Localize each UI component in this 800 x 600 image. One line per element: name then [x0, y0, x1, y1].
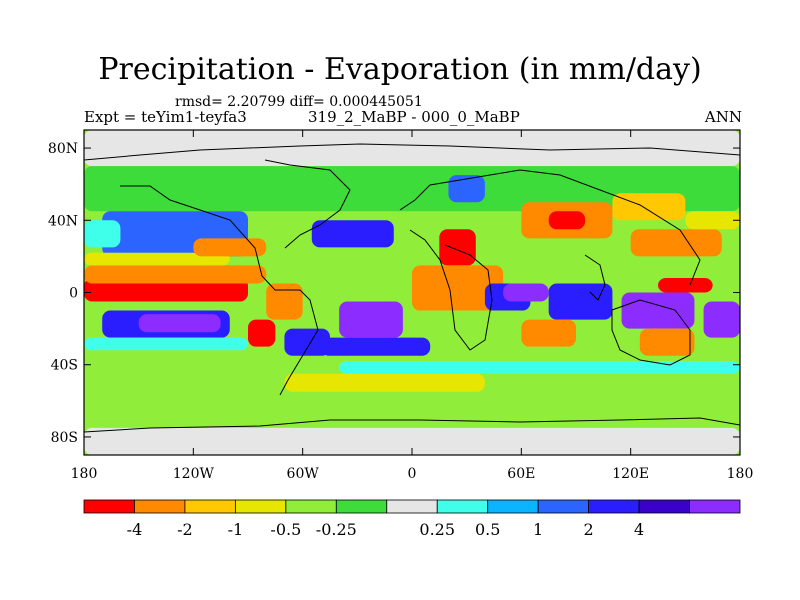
season-label: ANN: [704, 108, 742, 126]
y-tick-label: 80N: [48, 141, 78, 157]
region-east-pac-red: [84, 278, 248, 302]
region-asia-red: [548, 211, 586, 230]
colorbar-swatch: [588, 499, 640, 514]
region-north-band-green: [84, 166, 740, 212]
region-africa-red: [439, 229, 476, 266]
colorbar: -4 -2 -1 -0.5 -0.25 0.25 0.5 1 2 4: [83, 499, 741, 539]
region-south-pac-purple: [138, 314, 221, 333]
region-aus-orange: [639, 328, 695, 356]
colorbar-label: 0.5: [475, 520, 500, 539]
region-caribbean-orange: [193, 238, 267, 257]
region-seasia-blue: [448, 175, 485, 203]
region-samerica-red: [248, 319, 276, 347]
region-nw-pacific-yellow: [685, 211, 740, 230]
colorbar-swatch: [184, 499, 236, 514]
region-w-pac-purple: [703, 301, 740, 338]
colorbar-label: 0.25: [419, 520, 455, 539]
x-tick-label: 180: [71, 466, 98, 482]
region-africa-purple: [503, 283, 549, 302]
region-indian-blue: [548, 283, 613, 320]
x-tick-label: 120E: [612, 466, 649, 482]
region-atlantic-purple: [339, 301, 403, 338]
y-tick-label: 80S: [51, 430, 78, 446]
chart-title: Precipitation - Evaporation (in mm/day): [98, 52, 702, 87]
region-south-pac-cyan: [84, 337, 248, 351]
region-atlantic-blue: [320, 337, 431, 356]
region-indian-orange: [521, 319, 576, 347]
x-tick-label: 60E: [507, 466, 535, 482]
colorbar-label: -0.5: [270, 520, 301, 539]
region-samerica-blue: [284, 328, 330, 356]
region-samerica-orange: [266, 283, 303, 320]
region-north-pacific-cyan: [84, 220, 121, 248]
colorbar-label: -2: [177, 520, 193, 539]
colorbar-swatch: [487, 499, 539, 514]
region-polar-south: [84, 427, 740, 455]
region-nw-pacific-orange: [630, 229, 722, 257]
region-aus-purple: [621, 292, 695, 329]
region-w-pac-red: [658, 278, 713, 293]
x-tick-label: 0: [408, 466, 417, 482]
stats-text: rmsd= 2.20799 diff= 0.000445051: [175, 94, 423, 110]
colorbar-swatch: [335, 499, 388, 514]
region-south-band-cyan: [339, 361, 740, 374]
colorbar-swatch: [689, 499, 741, 514]
y-tick-label: 0: [69, 286, 78, 302]
period-label: 319_2_MaBP - 000_0_MaBP: [308, 108, 520, 126]
experiment-label: Expt = teYim1-teyfa3: [84, 108, 247, 126]
colorbar-swatch: [436, 499, 489, 514]
x-tick-label: 120W: [173, 466, 215, 482]
region-east-pac-yellow: [84, 252, 230, 266]
colorbar-label: -4: [127, 520, 143, 539]
colorbar-swatch: [537, 499, 590, 514]
y-tick-label: 40N: [48, 213, 78, 229]
region-africa-orange: [412, 265, 504, 311]
y-tick-label: 40S: [51, 358, 78, 374]
colorbar-label: 2: [584, 520, 594, 539]
x-tick-label: 60W: [287, 466, 320, 482]
colorbar-swatch: [134, 499, 186, 514]
region-asia-yellow: [612, 193, 686, 221]
region-east-pac-orange: [84, 265, 267, 284]
colorbar-label: 1: [533, 520, 543, 539]
colorbar-swatch: [386, 499, 438, 514]
region-south-band-yellow: [284, 373, 485, 392]
colorbar-label: -0.25: [316, 520, 357, 539]
coastlines: [84, 143, 740, 433]
colorbar-label: -1: [228, 520, 244, 539]
x-tick-label: 180: [727, 466, 754, 482]
region-polar-north: [84, 130, 740, 167]
map-field: [84, 130, 740, 455]
colorbar-swatch: [285, 499, 337, 514]
colorbar-swatch: [83, 499, 135, 514]
colorbar-label: 4: [634, 520, 644, 539]
colorbar-swatch: [234, 499, 287, 514]
colorbar-swatch: [638, 499, 690, 514]
region-north-atlantic-blue: [311, 220, 394, 248]
